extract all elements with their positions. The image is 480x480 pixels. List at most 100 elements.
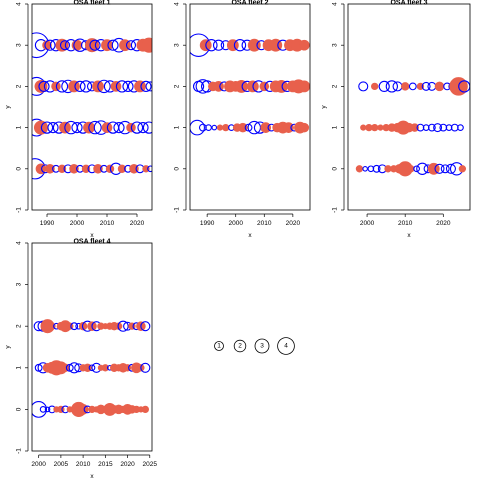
panel-3-point bbox=[434, 81, 445, 92]
panel-1-point bbox=[55, 38, 69, 52]
panel-3-points bbox=[355, 77, 470, 177]
size-legend-label: 1 bbox=[217, 343, 221, 350]
panel-3-point bbox=[358, 81, 369, 92]
panel-3-point bbox=[372, 164, 381, 173]
panel-4-x-tick-label: 2020 bbox=[120, 461, 135, 468]
panel-1-point bbox=[45, 164, 55, 174]
panel-4-x-tick-label: 2015 bbox=[98, 461, 113, 468]
panel-2-x-tick-label: 2020 bbox=[286, 220, 301, 227]
panel-1-point bbox=[89, 39, 101, 51]
panel-2-point bbox=[260, 122, 272, 133]
panel-3-point bbox=[439, 123, 448, 132]
panel-1-point bbox=[34, 79, 48, 93]
panel-3-point bbox=[457, 124, 464, 131]
panel-4-point bbox=[32, 401, 48, 418]
panel-1-point bbox=[115, 80, 129, 93]
panel-4-x-label: x bbox=[90, 473, 94, 480]
panel-1-point bbox=[88, 120, 102, 135]
panel-4-y-tick-label: 4 bbox=[16, 241, 23, 245]
panel-1-x-tick-label: 2020 bbox=[130, 220, 145, 227]
panel-1-point bbox=[113, 122, 125, 134]
panel-3-point bbox=[408, 82, 417, 91]
panel-1-point bbox=[134, 80, 146, 93]
panel-3-y-tick-label: -1 bbox=[332, 207, 339, 213]
panel-1-point bbox=[145, 81, 152, 92]
panel-1-y-tick-label: 0 bbox=[16, 167, 23, 171]
panel-1-point bbox=[147, 165, 152, 173]
panel-1-point bbox=[79, 80, 93, 93]
panel-2-point bbox=[247, 38, 261, 52]
panel-1-point bbox=[140, 80, 152, 92]
panel-1-point bbox=[141, 37, 152, 53]
size-legend-label: 3 bbox=[260, 343, 264, 350]
panel-1-y-tick-label: 3 bbox=[16, 43, 23, 47]
panel-3-point bbox=[427, 81, 437, 91]
panel-1-y-tick-label: -1 bbox=[16, 207, 23, 213]
panel-2-y-tick-label: 3 bbox=[174, 43, 181, 47]
panel-1-frame bbox=[31, 3, 153, 211]
panel-4-point bbox=[117, 320, 129, 332]
panel-3-x-tick-label: 2010 bbox=[398, 220, 413, 227]
panel-3-y-tick-label: 4 bbox=[332, 2, 339, 6]
panel-4-point bbox=[44, 406, 51, 413]
panel-2-x-tick-label: 1990 bbox=[200, 220, 215, 227]
panel-3-y-tick-label: 3 bbox=[332, 43, 339, 47]
panel-1-point bbox=[55, 80, 69, 93]
panel-3-point bbox=[371, 123, 379, 132]
panel-3-point bbox=[450, 123, 459, 132]
panel-2-point bbox=[259, 81, 270, 92]
panel-1-point bbox=[74, 80, 86, 92]
panel-1-point bbox=[47, 122, 59, 134]
panel-4-point bbox=[39, 406, 47, 413]
size-legend: 1 2 3 4 bbox=[214, 337, 295, 355]
panel-1-point bbox=[107, 39, 119, 51]
panel-3-point bbox=[433, 123, 443, 133]
panel-1-point bbox=[57, 164, 67, 174]
panel-2-point bbox=[192, 80, 205, 92]
panel-4-y-tick-label: -1 bbox=[16, 448, 23, 454]
panel-2-point bbox=[222, 123, 230, 132]
panel-4-frame bbox=[31, 242, 153, 452]
panel-2-point bbox=[216, 124, 224, 131]
panel-2-point bbox=[299, 122, 310, 133]
panel-4-x-tick-label: 2010 bbox=[76, 461, 91, 468]
panel-2-point bbox=[198, 123, 207, 132]
panel-1-y-tick-label: 4 bbox=[16, 2, 23, 6]
panel-2-x-tick-label: 2000 bbox=[228, 220, 243, 227]
panel-4-y-tick-label: 2 bbox=[16, 324, 23, 328]
panel-1-point bbox=[40, 121, 54, 134]
panel-2-y-tick-label: -1 bbox=[174, 207, 181, 213]
panel-1-point bbox=[101, 39, 113, 52]
panel-1-point bbox=[81, 164, 91, 174]
panel-1-title: OSA fleet 1 bbox=[73, 0, 110, 7]
panel-2-point bbox=[298, 39, 310, 51]
panel-3-point bbox=[434, 163, 445, 174]
panel-2-y-tick-label: 1 bbox=[174, 125, 181, 129]
panel-2-point bbox=[212, 39, 225, 51]
panel-2-point bbox=[205, 124, 212, 131]
size-legend-circle bbox=[277, 337, 295, 355]
panel-2-point bbox=[233, 39, 247, 52]
panel-1-point bbox=[97, 79, 111, 94]
panel-2-point bbox=[205, 39, 218, 52]
panel-3-point bbox=[355, 165, 364, 173]
panel-1-point bbox=[38, 80, 50, 92]
panel-1-point bbox=[93, 164, 103, 174]
size-legend-label: 2 bbox=[238, 343, 242, 350]
panel-3-y-tick-label: 2 bbox=[332, 84, 339, 88]
size-legend-label: 4 bbox=[284, 343, 288, 350]
panel-1-point bbox=[137, 122, 149, 134]
size-legend-circle bbox=[233, 339, 247, 353]
panel-4-x-tick-label: 2000 bbox=[31, 461, 46, 468]
panel-4-title: OSA fleet 4 bbox=[73, 239, 110, 246]
panel-2-point bbox=[213, 81, 224, 92]
panel-3-title: OSA fleet 3 bbox=[390, 0, 427, 7]
panel-3-point bbox=[413, 165, 420, 173]
panel-1-y-tick-label: 1 bbox=[16, 125, 23, 129]
panel-2-y-tick-label: 4 bbox=[174, 2, 181, 6]
panel-4-points bbox=[32, 319, 151, 418]
panel-3-point bbox=[427, 162, 440, 175]
panel-3-point bbox=[400, 82, 410, 91]
panel-4-point bbox=[88, 364, 96, 372]
